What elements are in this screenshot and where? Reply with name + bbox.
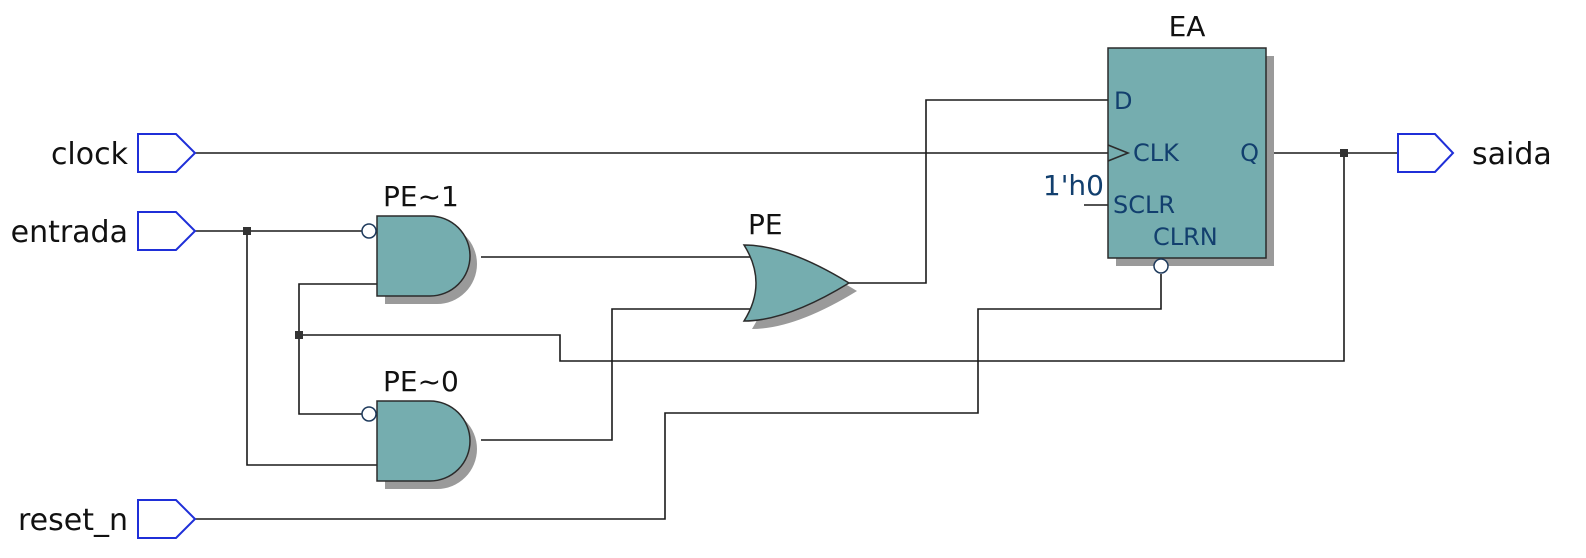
- or-gate-pe[interactable]: PE: [742, 208, 857, 329]
- sclr-constant-label: 1'h0: [1043, 169, 1104, 202]
- and-gate-pe1-invert-bubble: [361, 223, 377, 239]
- wire-entrada-down-to-pe0: [246, 231, 377, 466]
- register-pin-q: Q: [1240, 139, 1259, 167]
- and-gate-pe0[interactable]: PE~0: [361, 365, 477, 489]
- wire-reset-to-clrn: [195, 274, 1162, 520]
- junction-q-output: [1340, 149, 1348, 157]
- junction-entrada: [243, 227, 251, 235]
- register-ea-body: [1107, 47, 1267, 259]
- port-saida[interactable]: saida: [1397, 133, 1552, 173]
- and-gate-pe1-label: PE~1: [383, 180, 459, 213]
- register-clk-triangle-icon: [1107, 144, 1131, 162]
- port-clock-label: clock: [51, 137, 129, 172]
- port-saida-icon: [1397, 133, 1455, 173]
- port-entrada-icon: [137, 211, 197, 251]
- and-gate-pe0-invert-bubble: [361, 406, 377, 422]
- port-clock[interactable]: clock: [51, 133, 197, 173]
- or-gate-pe-label: PE: [748, 208, 783, 241]
- port-entrada[interactable]: entrada: [11, 211, 197, 251]
- register-pin-clrn: CLRN: [1153, 223, 1218, 251]
- and-gate-pe0-body: [376, 400, 471, 482]
- port-reset-n-icon: [137, 499, 197, 539]
- wires: [195, 99, 1398, 520]
- wire-q-feedback-to-gates: [299, 153, 1345, 362]
- or-gate-pe-body: [742, 244, 851, 322]
- junction-feedback: [295, 331, 303, 339]
- register-pin-clk: CLK: [1133, 139, 1180, 167]
- wire-or-to-d: [849, 99, 1108, 284]
- wire-feedback-to-pe0: [298, 335, 362, 415]
- port-clock-icon: [137, 133, 197, 173]
- port-reset-n[interactable]: reset_n: [18, 499, 197, 539]
- register-ea-label: EA: [1169, 10, 1206, 43]
- register-pin-d: D: [1114, 87, 1132, 115]
- register-pin-sclr: SCLR: [1113, 191, 1175, 219]
- and-gate-pe1[interactable]: PE~1: [361, 180, 477, 304]
- and-gate-pe0-label: PE~0: [383, 365, 459, 398]
- wire-pe0-to-or: [481, 308, 758, 441]
- port-reset-n-label: reset_n: [18, 503, 128, 538]
- port-saida-label: saida: [1472, 137, 1552, 172]
- wire-feedback-to-pe1: [298, 283, 377, 335]
- port-entrada-label: entrada: [11, 215, 128, 250]
- and-gate-pe1-body: [376, 215, 471, 297]
- register-ea[interactable]: EA D CLK SCLR CLRN Q: [1107, 10, 1274, 274]
- register-clrn-invert-bubble: [1153, 258, 1169, 274]
